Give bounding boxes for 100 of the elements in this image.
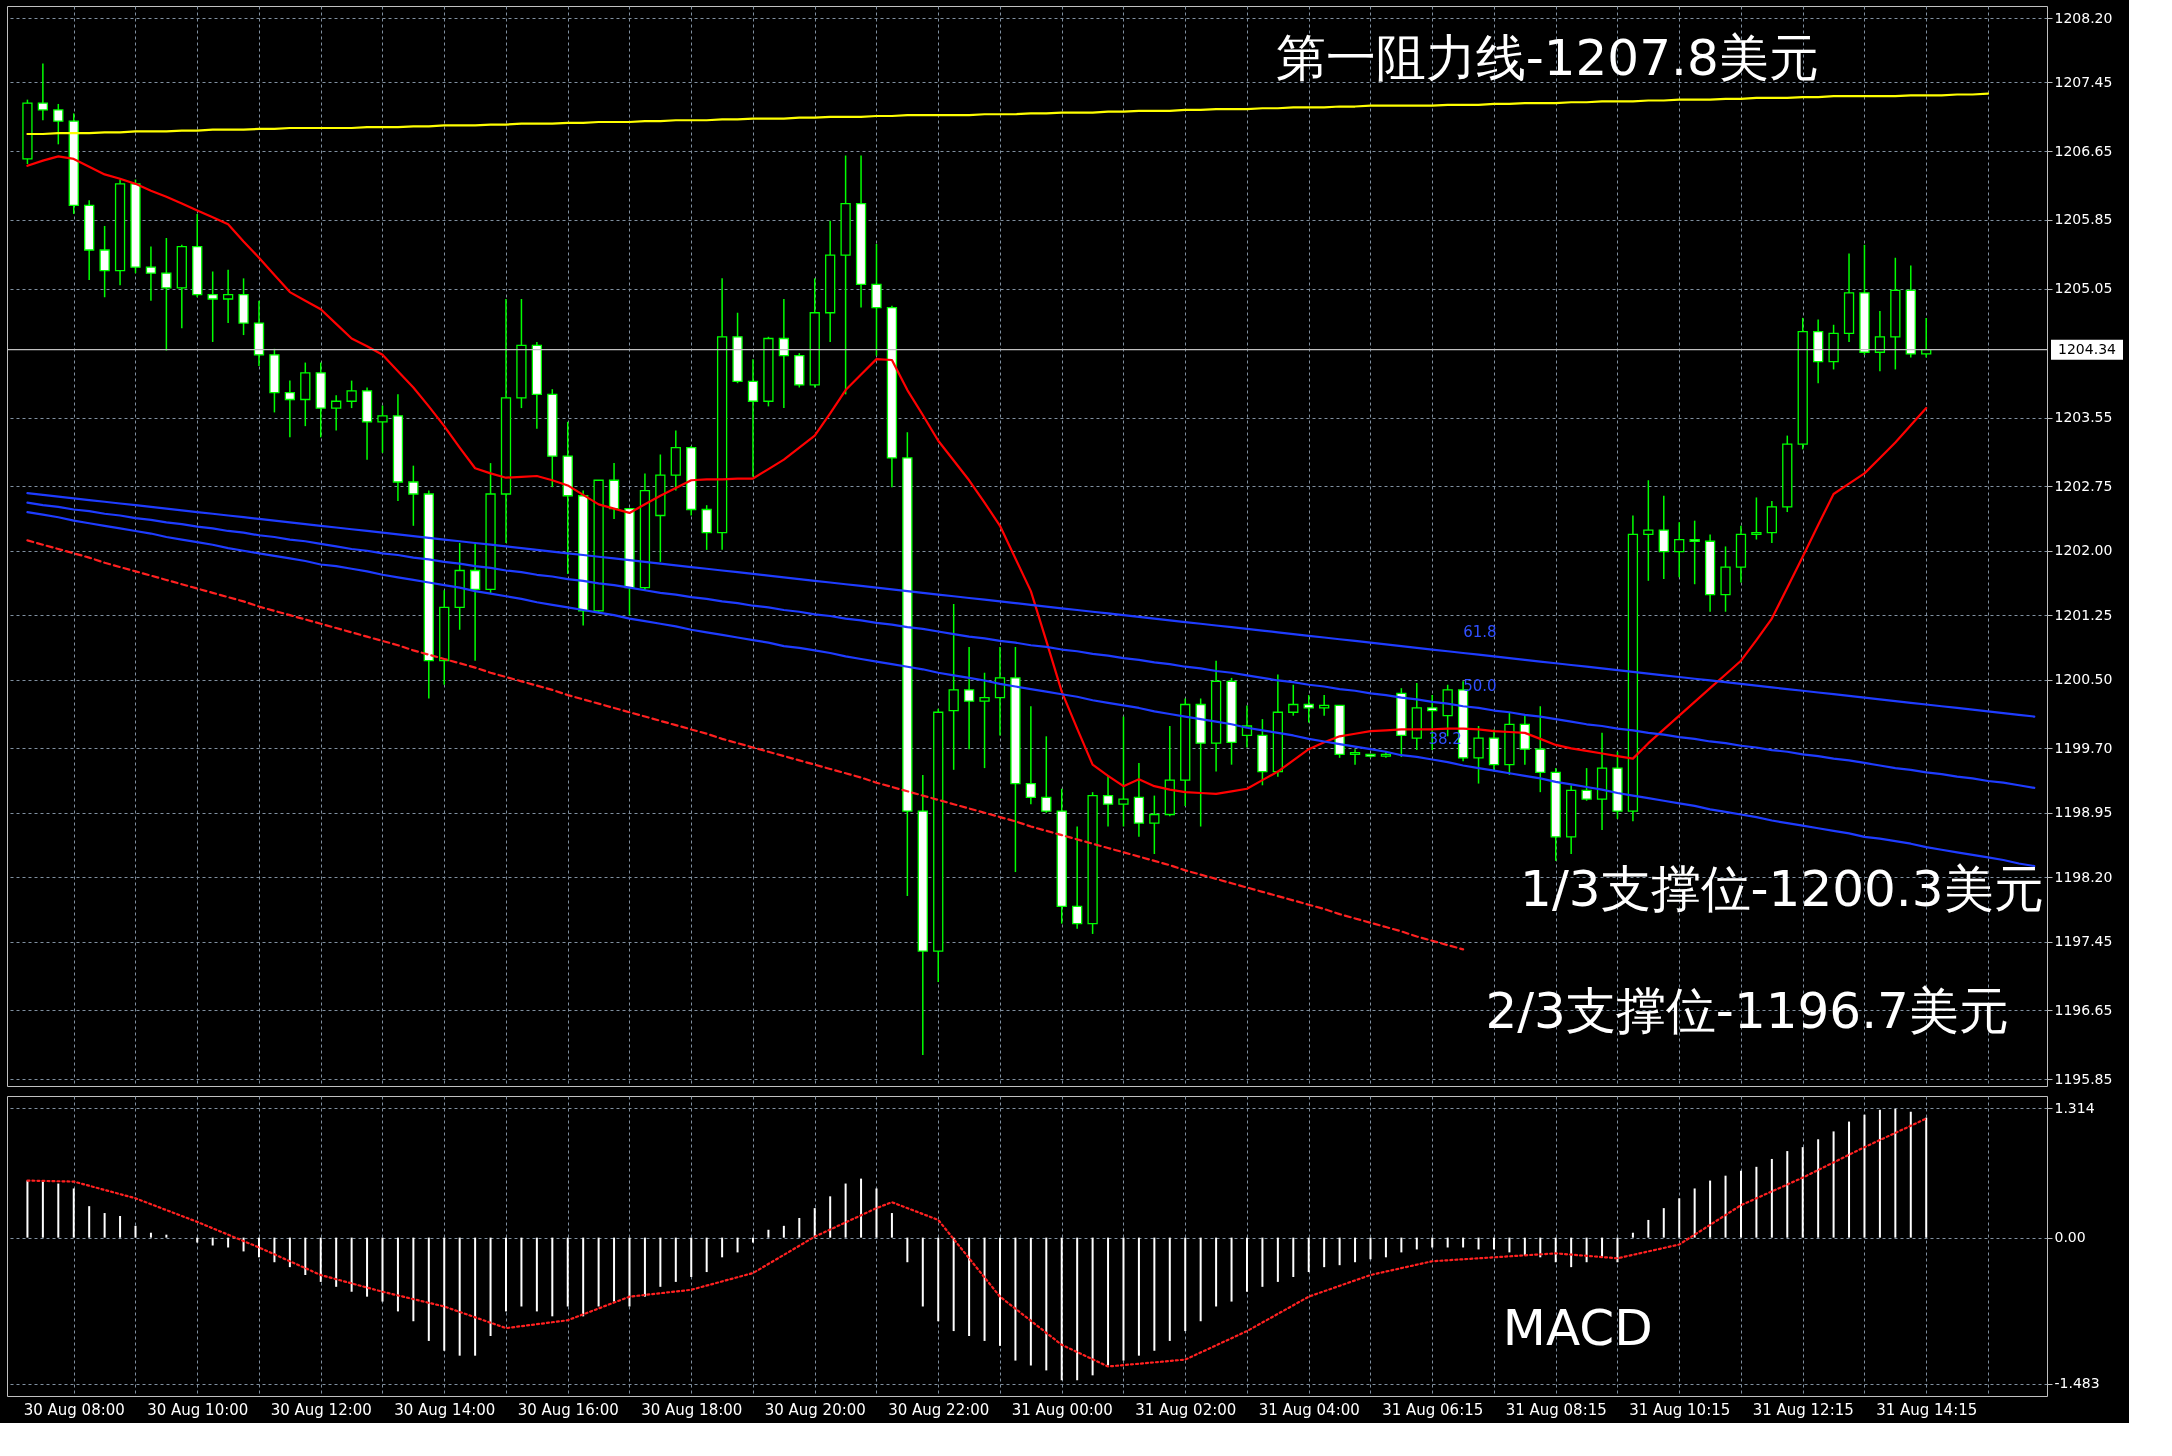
x-tick-label: 31 Aug 08:15	[1505, 1400, 1607, 1419]
bar	[88, 1206, 91, 1238]
bar	[458, 1237, 461, 1356]
candlestick	[408, 464, 419, 527]
bar	[1601, 1237, 1604, 1258]
bar	[829, 1196, 832, 1238]
bar	[427, 1237, 430, 1341]
line-series	[26, 539, 1465, 951]
bar	[57, 1183, 60, 1238]
x-tick-label: 31 Aug 04:00	[1258, 1400, 1360, 1419]
candlestick	[1535, 705, 1546, 793]
bar	[1276, 1237, 1279, 1282]
bar	[211, 1237, 214, 1246]
bar	[1045, 1237, 1048, 1371]
bar	[1245, 1237, 1248, 1292]
y-tick-label: 0.00	[2054, 1229, 2086, 1246]
bar	[1446, 1237, 1449, 1248]
y-tick-label: 1205.05	[2054, 280, 2113, 297]
bar	[1832, 1131, 1835, 1238]
candlestick	[161, 237, 172, 352]
bar	[921, 1237, 924, 1307]
bar	[134, 1225, 137, 1238]
bar	[1091, 1237, 1094, 1376]
bar	[1076, 1237, 1079, 1381]
bar	[227, 1237, 230, 1248]
bar	[1415, 1237, 1418, 1250]
line-series	[26, 92, 1990, 136]
candlestick	[1581, 767, 1592, 802]
candlestick	[1041, 735, 1052, 814]
bar	[890, 1213, 893, 1238]
bar	[597, 1237, 600, 1307]
bar	[813, 1208, 816, 1238]
bar	[26, 1180, 29, 1238]
bar	[304, 1237, 307, 1276]
y-tick-label: 1203.55	[2054, 409, 2113, 426]
bar	[1709, 1180, 1712, 1238]
candlestick	[1303, 694, 1314, 724]
bar	[1168, 1237, 1171, 1341]
candlestick	[1751, 496, 1762, 541]
candlestick	[963, 646, 975, 750]
bar	[1477, 1237, 1480, 1250]
bar	[1153, 1237, 1156, 1351]
candlestick	[1118, 715, 1129, 828]
y-tick-label: 1202.75	[2054, 477, 2113, 494]
bar	[1199, 1237, 1202, 1322]
candlestick	[1319, 694, 1330, 717]
bar	[643, 1237, 646, 1297]
bar	[875, 1188, 878, 1238]
bar	[705, 1237, 708, 1273]
candlestick	[53, 103, 64, 146]
annotation: 50.0	[1463, 677, 1497, 695]
bar	[751, 1237, 754, 1243]
candlestick	[1674, 521, 1685, 579]
bar	[613, 1237, 616, 1302]
bar	[736, 1237, 739, 1253]
bar	[258, 1237, 260, 1258]
bar	[1724, 1175, 1727, 1238]
candlestick	[377, 404, 388, 454]
line-series	[26, 1117, 1928, 1368]
y-tick-label: 1205.85	[2054, 211, 2113, 228]
bar	[504, 1237, 507, 1312]
bar	[1400, 1237, 1403, 1253]
bar	[1693, 1188, 1696, 1238]
bar	[1369, 1237, 1372, 1260]
candlestick	[469, 543, 481, 662]
line-series	[26, 501, 2036, 789]
bar	[381, 1237, 384, 1302]
bar	[1909, 1111, 1912, 1238]
x-tick-label: 31 Aug 06:15	[1382, 1400, 1484, 1419]
bar	[1616, 1237, 1619, 1263]
candlestick	[979, 671, 990, 769]
annotation: 1/3支撑位-1200.3美元	[1520, 860, 2044, 918]
y-tick-label: 1200.50	[2054, 671, 2113, 688]
ref-line-label: 1204.34	[2058, 340, 2117, 357]
candlestick	[1149, 794, 1160, 855]
bar	[1770, 1158, 1773, 1238]
annotation: MACD	[1502, 1299, 1653, 1357]
candlestick	[222, 269, 234, 324]
candlestick	[284, 379, 296, 439]
x-tick-label: 30 Aug 18:00	[641, 1400, 743, 1419]
candlestick	[1689, 519, 1700, 585]
y-tick-label: 1195.85	[2054, 1070, 2113, 1087]
y-tick-label: -1.483	[2054, 1375, 2100, 1392]
bar	[1384, 1237, 1387, 1258]
candlestick	[747, 358, 759, 478]
bar	[1523, 1237, 1526, 1256]
bar	[566, 1237, 569, 1307]
bar	[674, 1237, 677, 1282]
bar	[1431, 1237, 1434, 1248]
bar	[983, 1237, 986, 1341]
bar	[1801, 1147, 1804, 1238]
bar	[1307, 1237, 1310, 1273]
bar	[72, 1188, 75, 1238]
bar	[119, 1216, 122, 1238]
candlestick	[99, 225, 110, 299]
y-tick-label: 1196.65	[2054, 1001, 2113, 1018]
y-tick-label: 1198.20	[2054, 868, 2113, 885]
x-tick-label: 31 Aug 00:00	[1011, 1400, 1113, 1419]
bar	[690, 1237, 693, 1277]
x-tick-label: 30 Aug 16:00	[517, 1400, 619, 1419]
